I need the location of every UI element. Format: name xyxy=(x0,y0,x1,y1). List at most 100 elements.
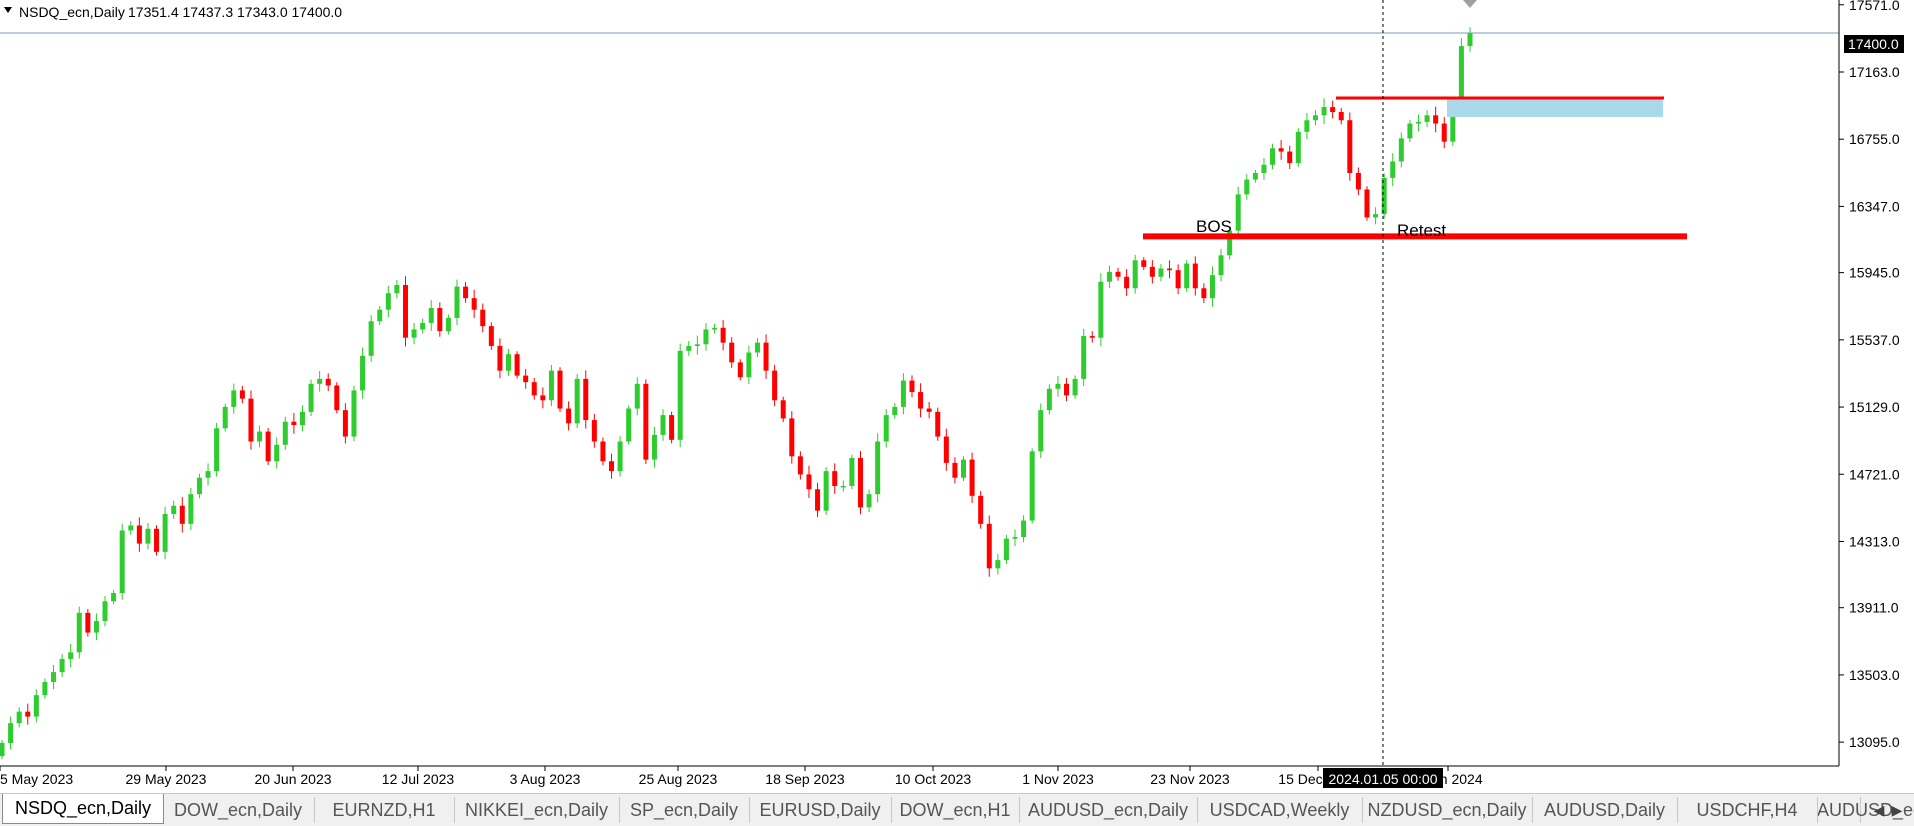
candle-body xyxy=(875,441,881,495)
candle-body xyxy=(746,352,752,378)
candle-body xyxy=(514,354,520,376)
candle-body xyxy=(1261,164,1267,173)
candle-body xyxy=(394,284,400,294)
price-tick-label: 13503.0 xyxy=(1849,667,1900,683)
candle-body xyxy=(1287,151,1293,164)
candle-body xyxy=(437,308,443,332)
candle-body xyxy=(171,505,177,514)
candle-body xyxy=(1175,270,1181,289)
candle-body xyxy=(1055,383,1061,389)
symbol-dropdown-icon[interactable] xyxy=(4,7,12,13)
candle-body xyxy=(136,525,142,544)
chart-tab[interactable]: NIKKEI_ecn,Daily xyxy=(454,797,620,823)
candle-body xyxy=(926,408,932,412)
candle-body xyxy=(1338,112,1344,121)
candle-body xyxy=(712,327,718,330)
candle-body xyxy=(342,410,348,437)
candle-body xyxy=(557,370,563,409)
candle-body xyxy=(600,441,606,462)
candle-body xyxy=(265,431,271,462)
candle-body xyxy=(832,471,838,486)
candle-body xyxy=(497,345,503,371)
candle-body xyxy=(385,293,391,310)
candle-body xyxy=(815,489,821,511)
candle-body xyxy=(1141,260,1147,267)
candle-body xyxy=(351,390,357,437)
chart-canvas[interactable]: 17571.0 17163.0 16755.0 16347.0 15945.0 15537… xyxy=(0,0,1914,793)
candle-body xyxy=(128,525,134,531)
candle-body xyxy=(883,415,889,442)
chart-tab[interactable]: DOW_ecn,Daily xyxy=(162,797,315,823)
chart-tab[interactable]: NSDQ_ecn,Daily xyxy=(2,794,164,824)
candle-body xyxy=(1433,115,1439,124)
candle-body xyxy=(308,383,314,412)
chart-tabs-bar: AUDUSD_ecn,H1USDCHF,H4AUDUSD,DailyNZDUSD… xyxy=(0,793,1914,826)
candle-body xyxy=(51,672,57,682)
price-tick-label: 15537.0 xyxy=(1849,332,1900,348)
candle-body xyxy=(119,530,125,594)
candle-body xyxy=(1252,172,1258,180)
candle-body xyxy=(909,380,915,393)
candle-body xyxy=(325,378,331,386)
candle-body xyxy=(1398,138,1404,162)
chart-tab[interactable]: NZDUSD_ecn,Daily xyxy=(1362,797,1533,823)
time-tick-label: 20 Jun 2023 xyxy=(254,771,331,787)
time-tick-label: 1 Nov 2023 xyxy=(1022,771,1094,787)
candle-body xyxy=(0,742,5,757)
candle-body xyxy=(248,398,254,442)
candle-body xyxy=(1167,268,1173,271)
candle-body xyxy=(1450,102,1456,142)
candle-body xyxy=(463,286,469,299)
candle-body xyxy=(205,471,211,478)
chart-tab[interactable]: AUDUSD,Daily xyxy=(1532,797,1678,823)
candle-body xyxy=(634,383,640,409)
candle-body xyxy=(952,462,958,478)
chart-tab[interactable]: USDCHF,H4 xyxy=(1677,797,1818,823)
candle-body xyxy=(806,474,812,490)
candle-body xyxy=(686,345,692,351)
time-tick-label: 12 Jul 2023 xyxy=(382,771,455,787)
candle-body xyxy=(1312,115,1318,121)
candle-body xyxy=(196,477,202,495)
candle-body xyxy=(737,362,743,378)
candle-body xyxy=(754,342,760,353)
candle-body xyxy=(1209,275,1215,299)
candle-body xyxy=(282,421,288,445)
tab-scroll-right-icon[interactable]: ▶ xyxy=(1891,802,1903,818)
time-tick-label: 18 Sep 2023 xyxy=(765,771,845,787)
chart-tab[interactable]: AUDUSD_ecn,H1 xyxy=(1817,797,1914,823)
candle-body xyxy=(1441,123,1447,142)
candle-body xyxy=(1270,148,1276,165)
chart-tab[interactable]: EURNZD,H1 xyxy=(314,797,455,823)
candle-body xyxy=(471,298,477,310)
candle-body xyxy=(918,392,924,409)
chart-tab[interactable]: USDCAD,Weekly xyxy=(1197,797,1363,823)
price-tick-label: 16755.0 xyxy=(1849,131,1900,147)
overlays-layer xyxy=(0,32,1839,240)
chart-tab[interactable]: SP_ecn,Daily xyxy=(619,797,750,823)
candle-body xyxy=(531,382,537,396)
candle-body xyxy=(1355,172,1361,190)
candle-body xyxy=(334,385,340,411)
chart-tab[interactable]: EURUSD,Daily xyxy=(749,797,892,823)
candle-body xyxy=(59,658,65,673)
candle-body xyxy=(995,560,1001,569)
tab-scroll-left-icon[interactable]: ◀ xyxy=(1873,802,1885,818)
candle-body xyxy=(1295,131,1301,164)
chart-tab[interactable]: DOW_ecn,H1 xyxy=(891,797,1020,823)
chart-tab[interactable]: AUDUSD_ecn,Daily xyxy=(1019,797,1198,823)
demand-zone[interactable] xyxy=(1447,98,1663,117)
candle-body xyxy=(1038,410,1044,452)
candle-body xyxy=(1046,388,1052,411)
candle-body xyxy=(1064,383,1070,396)
price-tick-label: 14721.0 xyxy=(1849,466,1900,482)
candle-body xyxy=(214,428,220,472)
candle-body xyxy=(1149,266,1155,277)
time-tick-label: 10 Oct 2023 xyxy=(895,771,971,787)
candle-body xyxy=(651,434,657,460)
candle-body xyxy=(317,378,323,384)
candle-body xyxy=(33,695,39,717)
candle-body xyxy=(368,321,374,356)
candle-body xyxy=(703,329,709,345)
